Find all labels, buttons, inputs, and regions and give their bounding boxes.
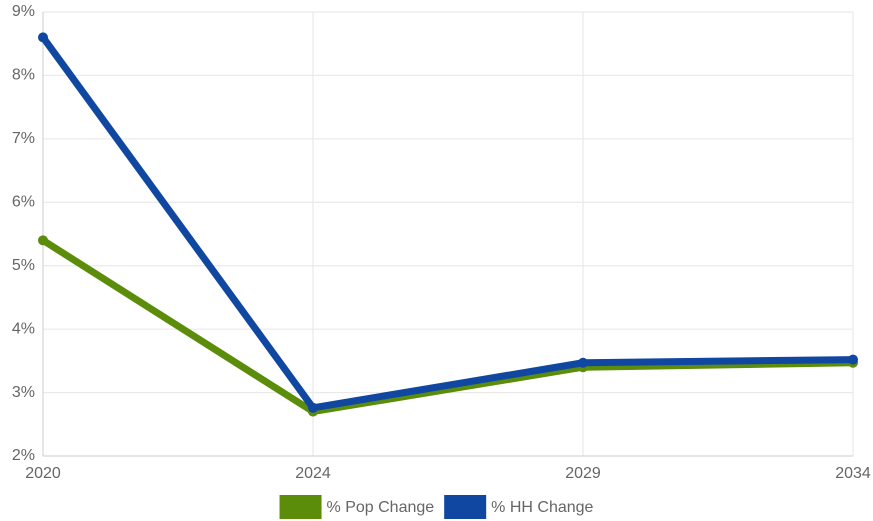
x-tick-label: 2024 <box>295 465 331 482</box>
legend-label: % Pop Change <box>327 499 435 516</box>
x-tick-label: 2034 <box>835 465 871 482</box>
point <box>848 354 858 365</box>
point <box>38 32 48 43</box>
legend-swatch <box>444 495 487 519</box>
series-line <box>40 35 854 412</box>
y-tick-label: 5% <box>12 257 35 274</box>
y-tick-label: 7% <box>12 130 35 147</box>
y-tick-label: 4% <box>12 320 35 337</box>
x-tick-label: 2029 <box>565 465 601 482</box>
legend-label: % HH Change <box>491 499 593 516</box>
y-tick-label: 8% <box>12 67 35 84</box>
point <box>308 402 318 413</box>
y-tick-label: 3% <box>12 384 35 401</box>
point <box>578 357 588 368</box>
y-tick-label: 6% <box>12 194 35 211</box>
x-tick-label: 2020 <box>25 465 61 482</box>
legend-swatch <box>279 495 322 519</box>
y-tick-label: 9% <box>12 3 35 20</box>
point <box>38 235 48 246</box>
series-line <box>41 237 854 416</box>
legend: % Pop Change % HH Change <box>279 495 594 519</box>
y-tick-label: 2% <box>12 447 35 464</box>
